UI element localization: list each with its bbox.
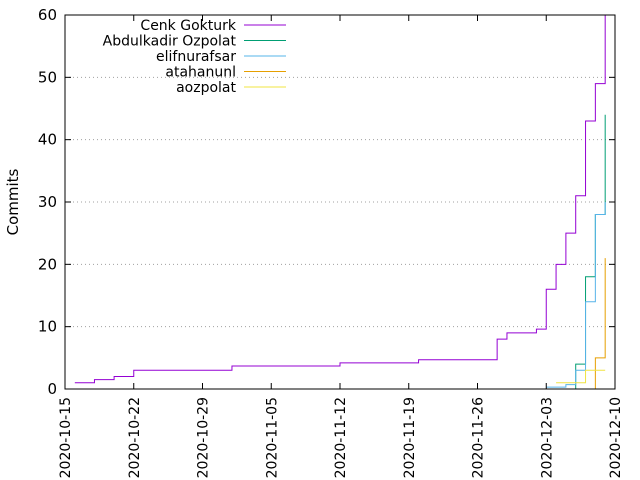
series-line-1 <box>575 114 606 389</box>
legend-label: Cenk Gokturk <box>140 18 236 34</box>
x-tick-label: 2020-11-26 <box>471 397 487 478</box>
x-tick-label: 2020-12-10 <box>608 397 624 478</box>
series-line-0 <box>74 15 606 384</box>
series-line-2 <box>546 202 606 388</box>
x-tick-label: 2020-11-19 <box>402 397 418 478</box>
x-tick-label: 2020-11-05 <box>264 397 280 478</box>
legend-label: elifnurafsar <box>156 49 236 65</box>
y-tick-label: 50 <box>38 68 57 86</box>
x-tick-label: 2020-10-29 <box>196 397 212 478</box>
series-layer <box>74 15 606 390</box>
legend-label: aozpolat <box>176 80 236 96</box>
y-tick-label: 0 <box>47 380 57 398</box>
x-tick-label: 2020-10-15 <box>58 397 74 478</box>
y-tick-label: 20 <box>38 255 57 273</box>
x-tick-label: 2020-12-03 <box>539 397 555 478</box>
y-axis-label: Commits <box>4 168 22 235</box>
y-axis: 0 10 20 30 40 50 60 <box>38 6 615 398</box>
legend-label: atahanunl <box>165 65 236 81</box>
series-line-4 <box>556 369 606 384</box>
x-axis: 2020-10-15 2020-10-22 2020-10-29 2020-11-05… <box>58 15 624 478</box>
y-tick-label: 30 <box>38 193 57 211</box>
y-tick-label: 60 <box>38 6 57 24</box>
grid-lines <box>65 76 615 328</box>
x-tick-label: 2020-10-22 <box>127 397 143 478</box>
x-tick-label: 2020-11-12 <box>333 397 349 478</box>
y-tick-label: 40 <box>38 131 57 149</box>
y-tick-label: 10 <box>38 318 57 336</box>
series-line-3 <box>585 258 606 390</box>
legend-label: Abdulkadir Ozpolat <box>103 34 237 50</box>
